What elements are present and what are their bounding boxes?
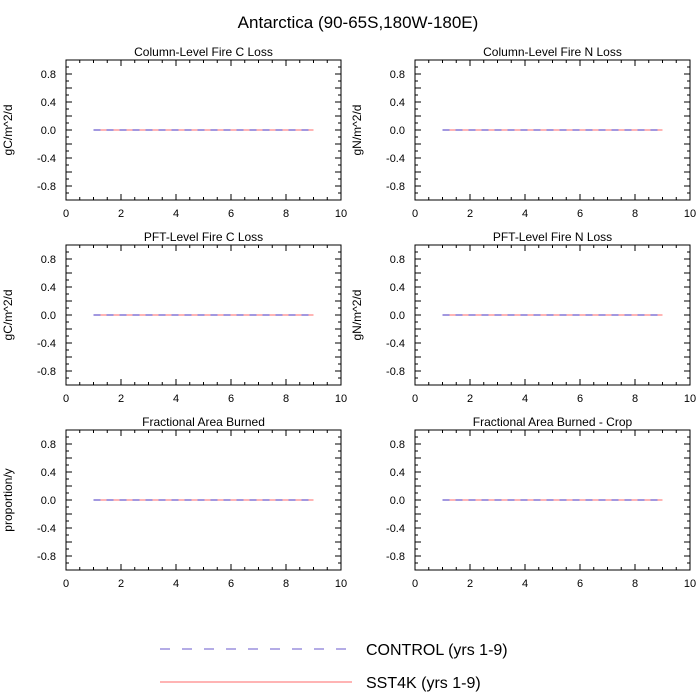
x-tick-label: 4 — [522, 578, 528, 590]
y-axis-label: proportion/y — [1, 468, 15, 531]
y-tick-label: 0.8 — [390, 69, 405, 81]
chart-panel-2: 0 2 4 6 8 10 -0.8 -0.4 0.0 0.4 0.8 Column-Level Fir… — [350, 45, 696, 220]
y-tick-label: -0.4 — [37, 338, 56, 350]
y-axis-label: gC/m^2/d — [1, 290, 15, 341]
y-tick-label: 0.0 — [41, 310, 56, 322]
x-tick-label: 8 — [632, 208, 638, 220]
chart-panel-3: 0 2 4 6 8 10 -0.8 -0.4 0.0 0.4 0.8 PFT-Level Fire C… — [1, 230, 347, 405]
y-tick-label: 0.4 — [390, 467, 405, 479]
figure-title: Antarctica (90-65S,180W-180E) — [238, 13, 479, 32]
y-tick-label: 0.0 — [41, 495, 56, 507]
y-tick-label: 0.8 — [390, 439, 405, 451]
x-tick-label: 10 — [335, 578, 347, 590]
x-tick-label: 4 — [173, 393, 179, 405]
x-tick-label: 8 — [283, 208, 289, 220]
x-tick-label: 4 — [522, 393, 528, 405]
y-tick-label: 0.0 — [41, 125, 56, 137]
y-tick-label: -0.8 — [386, 366, 405, 378]
x-tick-label: 8 — [283, 578, 289, 590]
x-tick-label: 0 — [412, 208, 418, 220]
x-tick-label: 0 — [412, 578, 418, 590]
chart-title: PFT-Level Fire C Loss — [144, 230, 263, 244]
chart-panel-5: 0 2 4 6 8 10 -0.8 -0.4 0.0 0.4 0.8 Fractional Area … — [1, 415, 347, 590]
chart-title: Column-Level Fire N Loss — [483, 45, 622, 59]
legend: CONTROL (yrs 1-9) SST4K (yrs 1-9) — [160, 642, 508, 692]
x-tick-label: 0 — [63, 578, 69, 590]
y-axis-label: gN/m^2/d — [350, 105, 364, 156]
x-tick-label: 10 — [684, 393, 696, 405]
chart-panel-4: 0 2 4 6 8 10 -0.8 -0.4 0.0 0.4 0.8 PFT-Level Fire N… — [350, 230, 696, 405]
y-tick-label: 0.4 — [390, 97, 405, 109]
x-tick-label: 4 — [522, 208, 528, 220]
y-axis-label: gN/m^2/d — [350, 290, 364, 341]
chart-panel-1: 0 2 4 6 8 10 -0.8 -0.4 0.0 0.4 0.8 Column-Level Fir… — [1, 45, 347, 220]
chart-panel-6: 0 2 4 6 8 10 -0.8 -0.4 0.0 0.4 0.8 Fractional Area … — [386, 415, 696, 590]
y-tick-label: 0.4 — [41, 467, 56, 479]
x-tick-label: 8 — [632, 578, 638, 590]
chart-title: PFT-Level Fire N Loss — [493, 230, 612, 244]
x-tick-label: 10 — [335, 393, 347, 405]
chart-title: Fractional Area Burned - Crop — [473, 415, 633, 429]
y-tick-label: -0.8 — [37, 551, 56, 563]
y-tick-label: -0.4 — [37, 523, 56, 535]
y-tick-label: 0.4 — [41, 97, 56, 109]
y-tick-label: -0.8 — [386, 551, 405, 563]
x-tick-label: 2 — [118, 208, 124, 220]
x-tick-label: 6 — [577, 393, 583, 405]
x-tick-label: 2 — [467, 578, 473, 590]
y-tick-label: -0.4 — [386, 338, 405, 350]
x-tick-label: 2 — [467, 208, 473, 220]
chart-title: Fractional Area Burned — [142, 415, 265, 429]
x-tick-label: 4 — [173, 578, 179, 590]
y-tick-label: 0.8 — [41, 69, 56, 81]
x-tick-label: 6 — [577, 578, 583, 590]
panels: 0 2 4 6 8 10 -0.8 -0.4 0.0 0.4 0.8 Column-Level Fir… — [1, 45, 696, 590]
y-tick-label: -0.8 — [37, 366, 56, 378]
y-tick-label: 0.0 — [390, 310, 405, 322]
chart-title: Column-Level Fire C Loss — [134, 45, 273, 59]
y-axis-label: gC/m^2/d — [1, 105, 15, 156]
y-tick-label: -0.8 — [37, 181, 56, 193]
x-tick-label: 0 — [63, 393, 69, 405]
legend-label: CONTROL (yrs 1-9) — [366, 642, 508, 659]
y-tick-label: 0.8 — [390, 254, 405, 266]
y-tick-label: 0.4 — [390, 282, 405, 294]
x-tick-label: 6 — [228, 208, 234, 220]
y-tick-label: 0.0 — [390, 495, 405, 507]
x-tick-label: 6 — [228, 578, 234, 590]
y-tick-label: 0.8 — [41, 439, 56, 451]
y-tick-label: -0.4 — [386, 153, 405, 165]
x-tick-label: 8 — [632, 393, 638, 405]
y-tick-label: 0.0 — [390, 125, 405, 137]
x-tick-label: 4 — [173, 208, 179, 220]
legend-label: SST4K (yrs 1-9) — [366, 675, 481, 692]
x-tick-label: 0 — [63, 208, 69, 220]
x-tick-label: 10 — [684, 208, 696, 220]
y-tick-label: -0.8 — [386, 181, 405, 193]
y-tick-label: -0.4 — [386, 523, 405, 535]
x-tick-label: 2 — [118, 393, 124, 405]
y-tick-label: -0.4 — [37, 153, 56, 165]
x-tick-label: 2 — [118, 578, 124, 590]
x-tick-label: 6 — [577, 208, 583, 220]
x-tick-label: 10 — [335, 208, 347, 220]
x-tick-label: 8 — [283, 393, 289, 405]
x-tick-label: 2 — [467, 393, 473, 405]
y-tick-label: 0.4 — [41, 282, 56, 294]
x-tick-label: 0 — [412, 393, 418, 405]
x-tick-label: 6 — [228, 393, 234, 405]
x-tick-label: 10 — [684, 578, 696, 590]
y-tick-label: 0.8 — [41, 254, 56, 266]
